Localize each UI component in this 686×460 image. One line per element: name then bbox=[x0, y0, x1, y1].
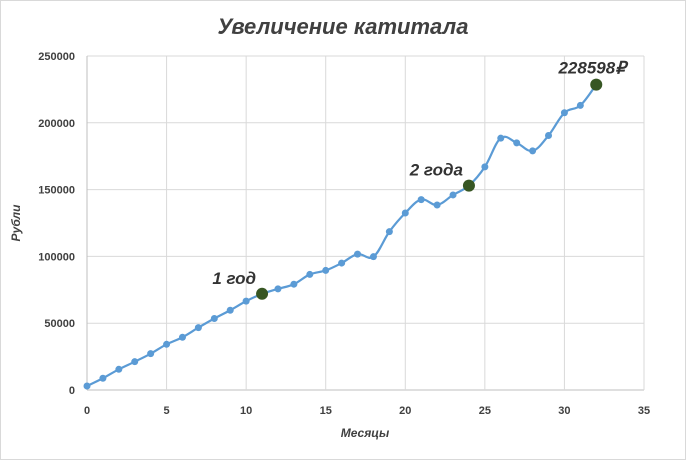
data-point bbox=[354, 250, 362, 258]
data-point bbox=[274, 285, 282, 293]
data-point bbox=[306, 270, 314, 278]
data-point bbox=[322, 266, 330, 274]
data-point bbox=[449, 191, 457, 199]
data-point bbox=[290, 280, 298, 288]
y-tick-label: 200000 bbox=[38, 118, 75, 130]
series-line bbox=[86, 83, 598, 387]
y-tick-label: 100000 bbox=[38, 251, 75, 263]
data-point bbox=[210, 315, 218, 323]
data-point bbox=[115, 365, 123, 373]
x-tick-label: 35 bbox=[638, 405, 650, 417]
data-point bbox=[131, 358, 139, 366]
y-tick-label: 0 bbox=[69, 385, 75, 397]
data-point bbox=[178, 333, 186, 341]
data-point bbox=[497, 134, 505, 142]
data-point bbox=[401, 209, 409, 217]
data-point bbox=[529, 147, 537, 155]
x-tick-label: 5 bbox=[164, 405, 170, 417]
highlight-point bbox=[590, 78, 603, 91]
x-tick-label: 10 bbox=[240, 405, 252, 417]
x-tick-label: 30 bbox=[558, 405, 570, 417]
x-axis-label: Месяцы bbox=[341, 426, 390, 440]
chart-title: Увеличение катитала bbox=[218, 14, 469, 39]
data-point bbox=[545, 131, 553, 139]
x-tick-label: 25 bbox=[479, 405, 491, 417]
data-point bbox=[99, 374, 107, 382]
data-point bbox=[83, 382, 91, 390]
data-point bbox=[147, 350, 155, 358]
data-point bbox=[433, 201, 441, 209]
data-point bbox=[385, 228, 393, 236]
data-label: 1 год bbox=[212, 269, 256, 288]
highlight-point bbox=[462, 179, 475, 192]
data-label: 2 года bbox=[409, 161, 463, 180]
data-point bbox=[163, 340, 171, 348]
y-tick-label: 150000 bbox=[38, 185, 75, 197]
data-point bbox=[226, 306, 234, 314]
y-tick-label: 50000 bbox=[44, 318, 75, 330]
data-point bbox=[417, 196, 425, 204]
data-point bbox=[560, 109, 568, 117]
data-point bbox=[576, 101, 584, 109]
data-point bbox=[513, 139, 521, 147]
highlight-point bbox=[256, 287, 269, 300]
y-tick-label: 250000 bbox=[38, 51, 75, 63]
data-point bbox=[242, 297, 250, 305]
data-label: 228598₽ bbox=[557, 59, 629, 78]
data-point bbox=[194, 324, 202, 332]
data-point bbox=[481, 163, 489, 171]
x-tick-label: 0 bbox=[84, 405, 90, 417]
data-point bbox=[338, 259, 346, 267]
y-axis-label: Рубли bbox=[9, 204, 23, 242]
x-tick-label: 20 bbox=[399, 405, 411, 417]
data-point bbox=[369, 253, 377, 261]
x-tick-label: 15 bbox=[320, 405, 332, 417]
